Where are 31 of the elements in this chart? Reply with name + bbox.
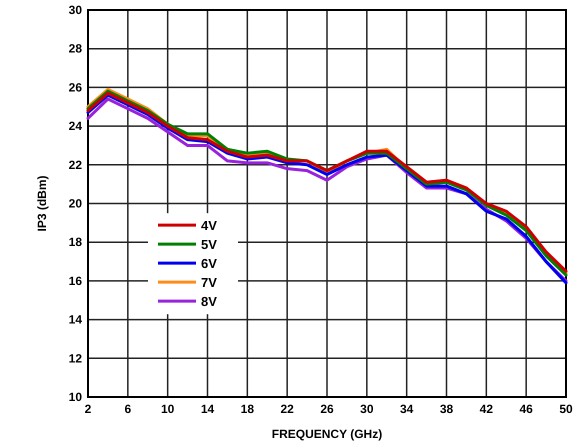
x-tick-label: 22 [280, 402, 294, 416]
y-axis-title: IP3 (dBm) [35, 175, 49, 232]
y-tick-label: 30 [68, 3, 82, 17]
legend-label: 6V [201, 256, 218, 272]
x-tick-label: 14 [200, 402, 214, 416]
x-tick-label: 46 [519, 402, 534, 416]
x-tick-label: 26 [320, 402, 334, 416]
x-tick-label: 2 [84, 402, 92, 416]
y-tick-label: 14 [68, 312, 82, 327]
x-tick-label: 42 [480, 402, 494, 416]
x-axis-title: FREQUENCY (GHz) [272, 427, 382, 441]
legend-label: 8V [201, 294, 218, 310]
y-tick-label: 16 [68, 274, 82, 288]
legend-label: 4V [201, 218, 218, 234]
legend-label: 7V [201, 275, 218, 290]
y-tick-label: 20 [68, 196, 82, 210]
x-tick-label: 6 [124, 402, 132, 416]
y-tick-label: 26 [68, 80, 82, 94]
y-tick-label: 18 [68, 235, 82, 250]
x-tick-label: 34 [400, 402, 414, 416]
y-tick-label: 28 [68, 42, 82, 56]
y-tick-label: 10 [68, 390, 82, 404]
y-tick-label: 12 [68, 351, 82, 366]
x-tick-label: 10 [160, 402, 175, 416]
y-tick-label: 24 [68, 119, 82, 134]
legend-label: 5V [201, 237, 218, 252]
x-tick-label: 50 [559, 402, 573, 416]
y-tick-label: 22 [68, 158, 82, 172]
x-tick-label: 30 [360, 402, 374, 416]
x-tick-label: 18 [240, 402, 254, 416]
x-tick-label: 38 [440, 402, 454, 416]
